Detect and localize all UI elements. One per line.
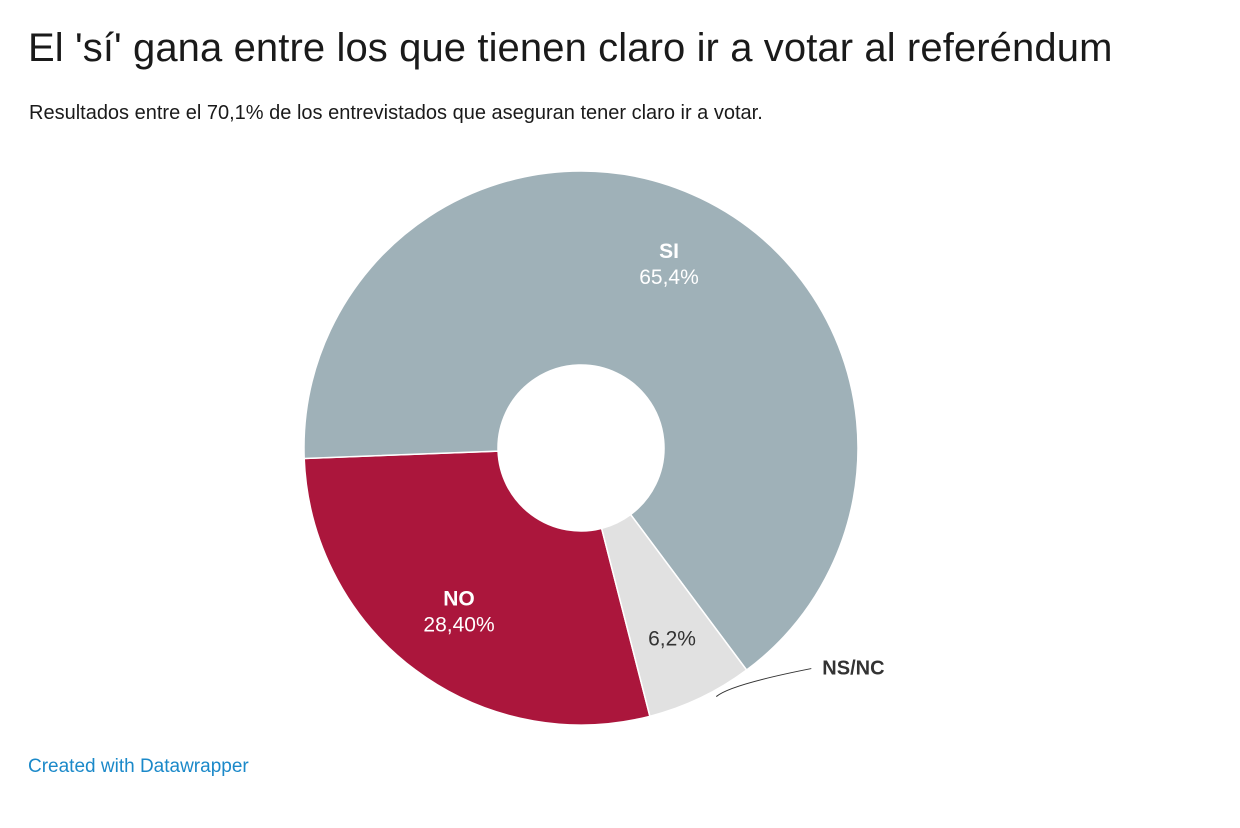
datawrapper-credit-link[interactable]: Created with Datawrapper [28, 756, 249, 777]
labels-group: SI 65,4% NO 28,40% 6,2% NS/NC [423, 240, 885, 697]
slice-si [303, 170, 859, 672]
donut-chart: SI 65,4% NO 28,40% 6,2% NS/NC [303, 170, 885, 726]
slices-group [303, 170, 859, 726]
slice-name-ns-nc: NS/NC [822, 658, 884, 680]
chart-subtitle: Resultados entre el 70,1% de los entrevi… [29, 102, 763, 124]
slice-name-no: NO [443, 588, 475, 611]
slice-ns-nc [600, 513, 748, 718]
slice-value-ns-nc: 6,2% [648, 627, 696, 650]
slice-value-no: 28,40% [423, 614, 494, 637]
slice-value-si: 65,4% [639, 266, 699, 289]
slice-no [303, 450, 651, 726]
slice-name-si: SI [659, 240, 679, 263]
chart-title: El 'sí' gana entre los que tienen claro … [28, 26, 1113, 70]
leader-line-ns-nc [715, 668, 812, 697]
